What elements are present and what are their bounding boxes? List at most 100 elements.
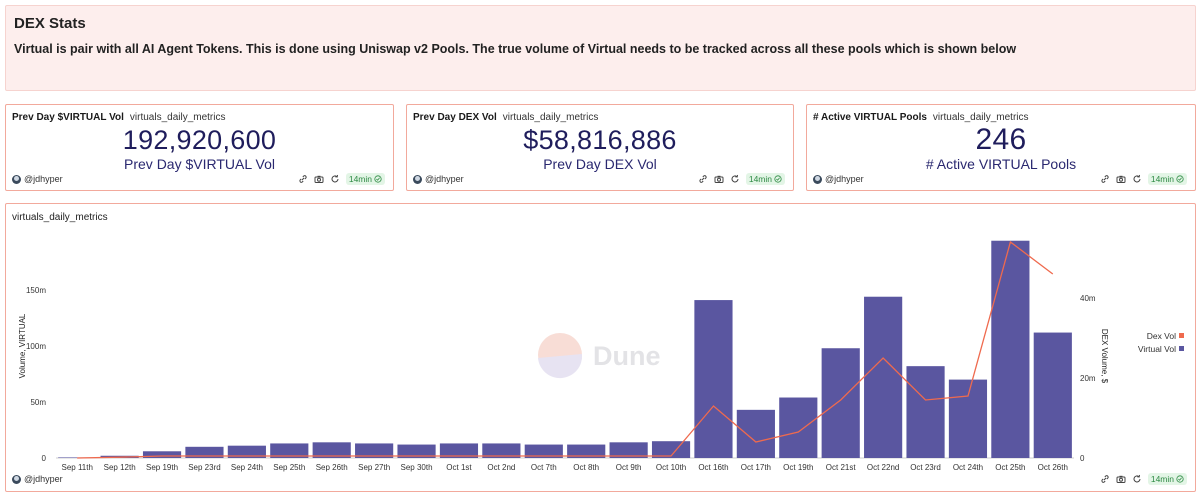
x-tick-label: Oct 21st [826,463,857,472]
counter-card-virtual-vol[interactable]: Prev Day $VIRTUAL Vol virtuals_daily_metr… [5,104,394,191]
refresh-icon[interactable] [730,174,741,185]
bar-virtual-vol [312,442,351,458]
x-tick-label: Sep 23rd [188,463,220,472]
x-tick-label: Oct 2nd [487,463,515,472]
counter-card-dex-vol[interactable]: Prev Day DEX Vol virtuals_daily_metrics $… [406,104,794,191]
camera-icon[interactable] [714,174,725,185]
freshness-badge: 14min [1147,473,1187,485]
x-tick-label: Sep 26th [316,463,348,472]
counter-title: # Active VIRTUAL Pools [813,112,927,123]
link-icon[interactable] [698,174,709,185]
text-card-body: Virtual is pair with all AI Agent Tokens… [14,42,1017,56]
freshness-badge: 14min [345,173,385,185]
card-footer: @jdhyper 14min [12,172,385,186]
x-tick-label: Oct 8th [573,463,599,472]
link-icon[interactable] [1100,174,1111,185]
bar-virtual-vol [227,445,266,458]
x-tick-label: Sep 11th [61,463,92,472]
x-tick-label: Oct 26th [1038,463,1068,472]
counter-query-name[interactable]: virtuals_daily_metrics [129,112,226,123]
y-right-tick-label: 40m [1080,294,1096,303]
x-tick-label: Oct 16th [698,463,728,472]
legend-entry-label: Virtual Vol [1138,344,1176,354]
freshness-badge: 14min [1147,173,1187,185]
counter-value: 192,920,600 [122,125,277,155]
camera-icon[interactable] [314,174,325,185]
card-footer: @jdhyper 14min [813,172,1187,186]
avatar-icon [12,174,21,184]
refresh-icon[interactable] [1132,174,1143,185]
counter-card-active-pools[interactable]: # Active VIRTUAL Pools virtuals_daily_met… [806,104,1196,191]
legend-entry-label: Dex Vol [1147,331,1176,341]
camera-icon[interactable] [1116,474,1127,485]
check-circle-icon [374,175,382,183]
chart-svg: Dune 0 50m 100m 150m 0 20m 40m Volume, VIRTUAL D… [18,240,1184,472]
bar-virtual-vol [355,443,394,458]
bar-virtual-vol [948,379,988,458]
x-tick-label: Oct 1st [446,463,472,472]
y-right-tick-label: 0 [1080,454,1085,463]
bar-virtual-vol [439,443,479,458]
x-tick-label: Oct 23rd [910,463,941,472]
x-tick-label: Oct 10th [656,463,686,472]
counter-title: Prev Day DEX Vol [413,112,497,123]
dune-watermark-text: Dune [593,341,661,371]
y-left-tick-label: 150m [26,286,46,295]
x-tick-label: Oct 24th [953,463,983,472]
legend-swatch [1179,346,1184,351]
author-link[interactable]: @jdhyper [425,174,464,184]
x-tick-label: Oct 25th [995,463,1025,472]
plot-area: 0 50m 100m 150m 0 20m 40m Volume, VIRTUAL DEX Vo… [18,240,1184,472]
refresh-icon[interactable] [330,174,341,185]
text-card: DEX Stats Virtual is pair with all AI Ag… [5,5,1196,91]
check-circle-icon [1176,475,1184,483]
x-tick-label: Oct 7th [531,463,557,472]
bar-virtual-vol [185,446,224,458]
x-tick-label: Sep 24th [231,463,263,472]
bar-virtual-vol [906,366,945,458]
bar-virtual-vol [821,348,860,458]
counter-label: Prev Day DEX Vol [543,156,657,172]
text-card-title: DEX Stats [14,15,86,32]
chart-card[interactable]: virtuals_daily_metrics Dune 0 50m 100m 150m… [5,203,1196,492]
author-link[interactable]: @jdhyper [24,474,63,484]
counter-query-name[interactable]: virtuals_daily_metrics [932,112,1029,123]
bar-virtual-vol [270,443,309,458]
camera-icon[interactable] [1116,174,1127,185]
bar-virtual-vol [397,444,436,458]
counter-value: $58,816,886 [523,125,677,155]
author-link[interactable]: @jdhyper [825,174,864,184]
chart-query-name[interactable]: virtuals_daily_metrics [12,212,108,223]
x-tick-label: Oct 17th [741,463,771,472]
x-tick-label: Sep 27th [358,463,390,472]
check-circle-icon [774,175,782,183]
avatar-icon [12,474,21,484]
line-dex-vol [77,240,1054,459]
card-footer: @jdhyper 14min [413,172,785,186]
bar-virtual-vol [864,296,903,458]
bar-virtual-vol [482,443,521,458]
author-link[interactable]: @jdhyper [24,174,63,184]
counter-label: Prev Day $VIRTUAL Vol [124,156,275,172]
bar-virtual-vol [694,300,733,458]
bar-virtual-vol [991,240,1030,458]
x-tick-label: Sep 19th [146,463,178,472]
refresh-icon[interactable] [1132,474,1143,485]
x-tick-label: Oct 19th [783,463,813,472]
avatar-icon [413,174,422,184]
x-tick-label: Sep 30th [401,463,433,472]
link-icon[interactable] [1100,474,1111,485]
bar-virtual-vol [609,442,648,458]
check-circle-icon [1176,175,1184,183]
bar-virtual-vol [736,409,775,458]
counter-title: Prev Day $VIRTUAL Vol [12,112,124,123]
counter-label: # Active VIRTUAL Pools [925,156,1077,172]
freshness-badge: 14min [745,173,785,185]
x-tick-label: Sep 12th [104,463,136,472]
counter-query-name[interactable]: virtuals_daily_metrics [502,112,599,123]
card-footer: @jdhyper 14min [12,472,1187,486]
x-tick-label: Oct 9th [616,463,642,472]
bar-virtual-vol [1033,332,1072,458]
bar-virtual-vol [779,397,818,458]
link-icon[interactable] [298,174,309,185]
